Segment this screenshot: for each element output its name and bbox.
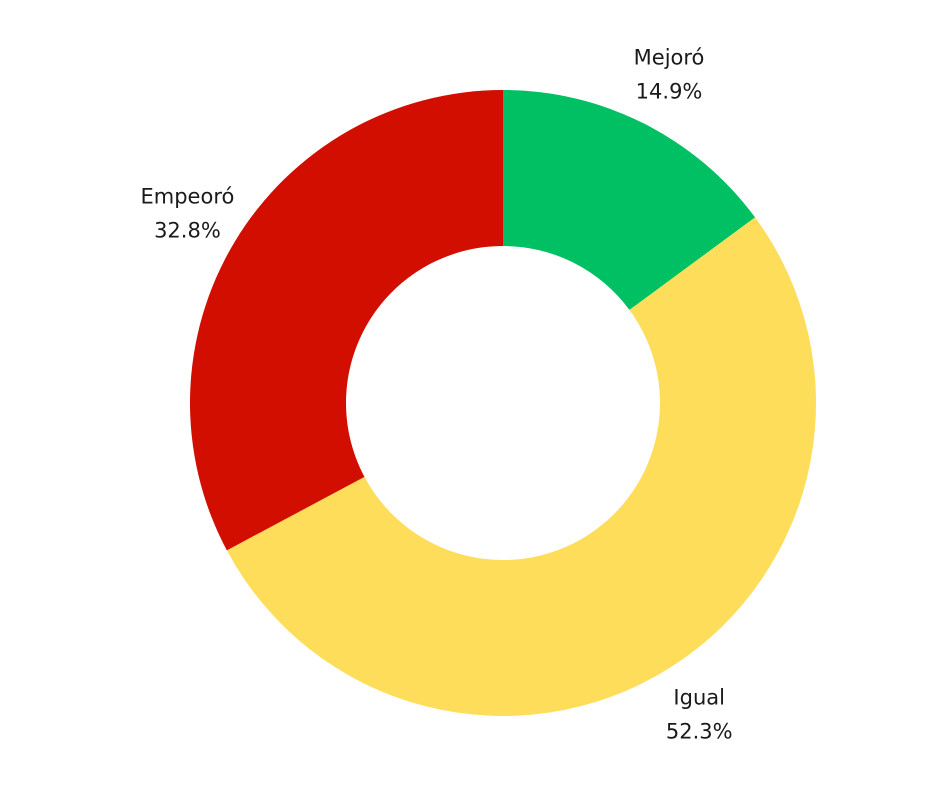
donut-slice bbox=[189, 90, 503, 551]
slice-label: Empeoró bbox=[141, 185, 235, 209]
slice-label: Igual bbox=[673, 685, 725, 709]
slice-value-label: 32.8% bbox=[154, 219, 221, 243]
donut-slice bbox=[503, 90, 756, 310]
slice-value-label: 14.9% bbox=[636, 80, 703, 104]
slice-label: Mejoró bbox=[634, 46, 705, 70]
slice-value-label: 52.3% bbox=[666, 719, 733, 743]
donut-slice bbox=[226, 217, 817, 717]
